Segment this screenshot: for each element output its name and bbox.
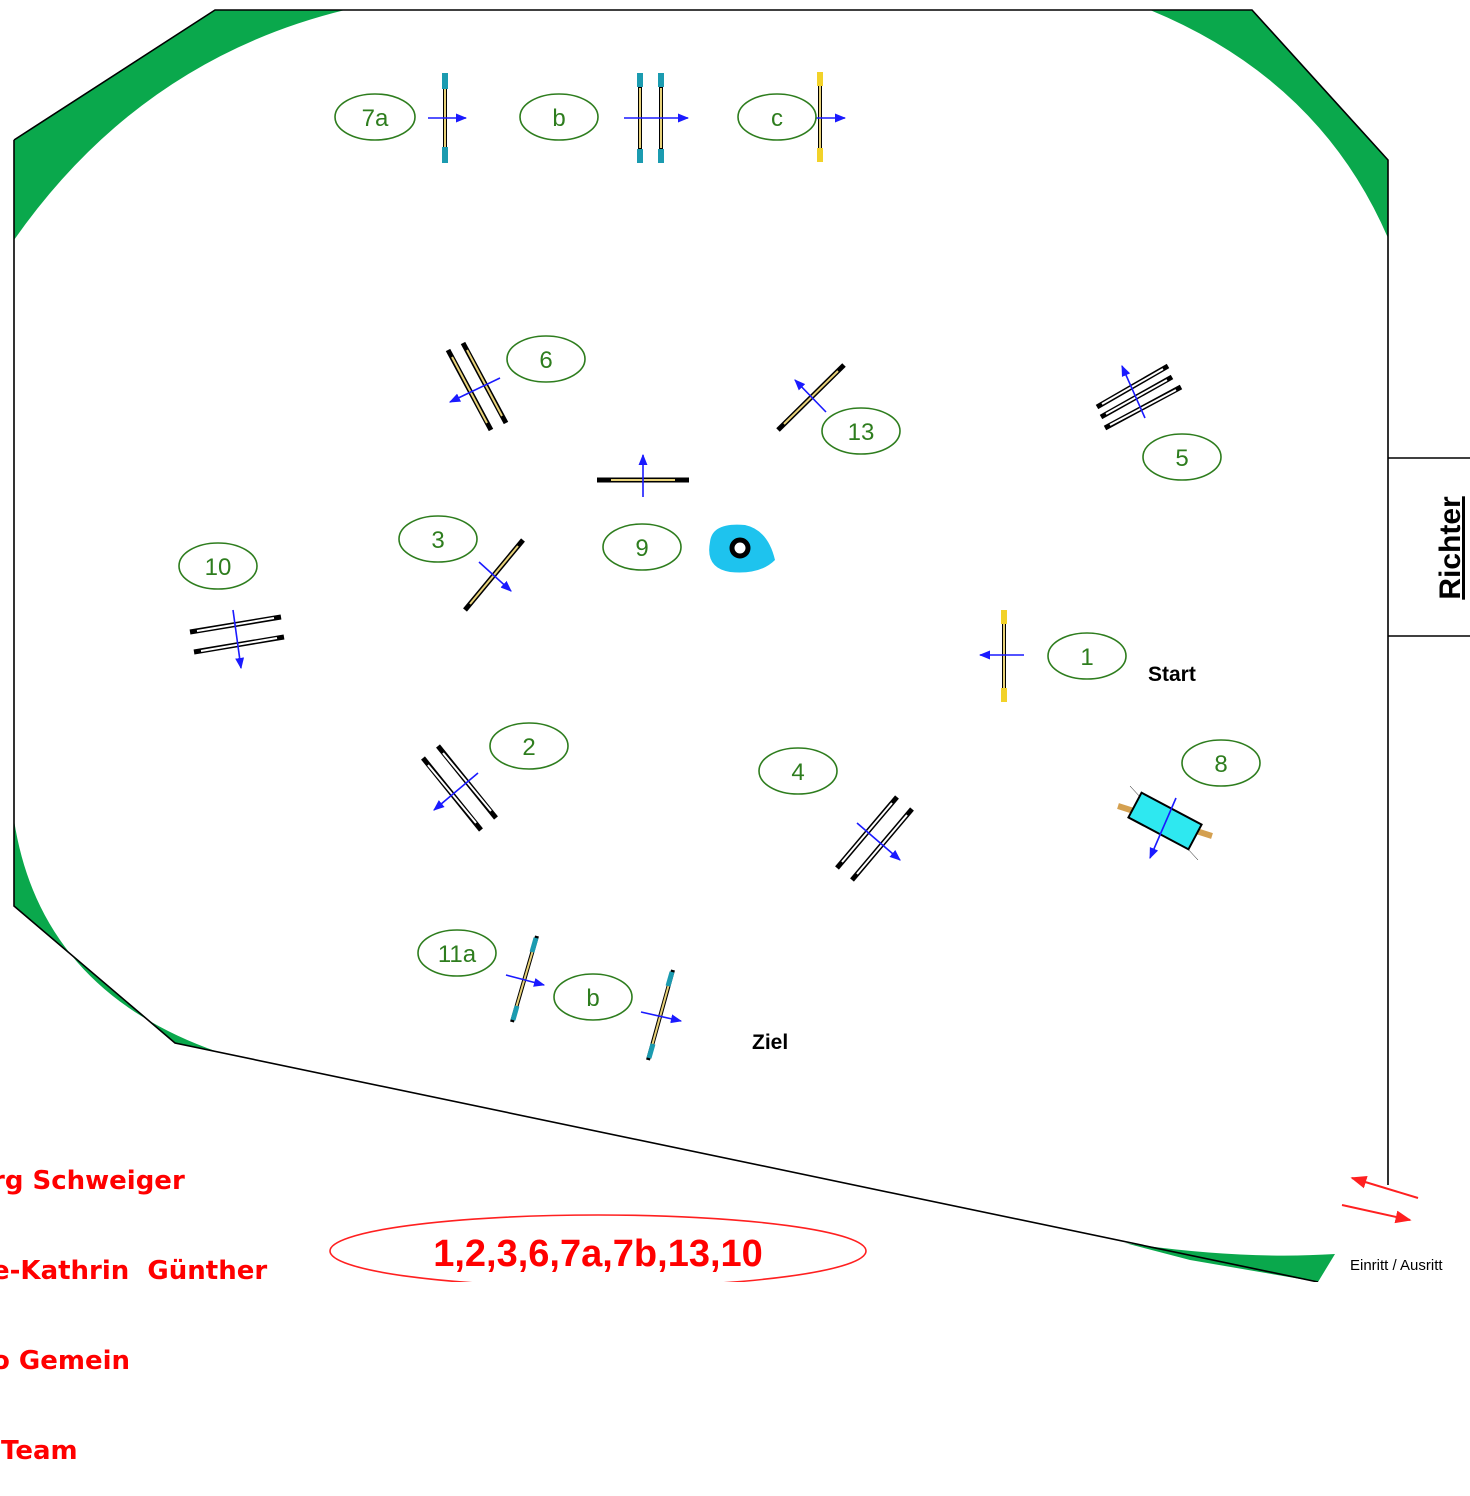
label-4: 4 [791,759,804,786]
label-11a: 11a [438,941,477,968]
judge-box: Richter [1388,457,1470,637]
label-ring-6 [506,335,586,383]
obstacle-11a [505,935,546,1023]
label-1: 1 [1080,644,1093,671]
entry-exit-arrows [1341,1176,1419,1224]
obstacle-6 [445,341,509,432]
label-ring-7c [737,93,817,141]
obstacle-13 [776,363,846,432]
obstacle-7b [624,73,690,163]
label-ring-13 [821,407,901,455]
arena-outline [13,9,1389,1283]
label-ring-2 [489,722,569,770]
sequence-label: 1,2,3,6,7a,7b,13,10 [433,1233,763,1275]
course-map: Richter Einritt / Ausritt [13,9,1470,1288]
finish-label: Ziel [752,1031,788,1054]
label-7c: c [771,105,783,132]
obstacle-3 [463,538,525,612]
label-ring-1 [1047,632,1127,680]
label-5: 5 [1175,445,1188,472]
obstacle-2 [421,744,498,832]
label-10: 10 [205,554,232,581]
judge-label: Richter [1434,496,1467,600]
label-6: 6 [539,347,552,374]
label-ring-8 [1181,739,1261,787]
credits-block: rg Schweiger e-Kathrin Günther o Gemein … [0,1106,267,1496]
label-ring-5 [1142,433,1222,481]
credit-line: e-Kathrin Günther [0,1256,268,1286]
obstacle-10 [189,609,285,670]
label-ring-7a [334,93,416,141]
label-2: 2 [522,734,535,761]
entry-exit-label: Einritt / Ausritt [1350,1257,1443,1274]
obstacle-7a [428,73,468,163]
label-ring-4 [758,747,838,795]
water-obstacle [709,524,775,573]
label-13: 13 [848,419,875,446]
obstacle-5 [1095,363,1183,431]
obstacle-8 [1117,785,1213,861]
obstacle-11b [640,969,683,1061]
label-ring-9 [602,523,682,571]
label-ring-11a [417,929,497,977]
label-ring-3 [398,515,478,563]
label-3: 3 [431,527,444,554]
label-8: 8 [1214,751,1227,778]
credit-line: o Gemein [0,1346,131,1376]
label-9: 9 [635,535,648,562]
label-ring-11b [553,973,633,1021]
obstacle-9 [597,453,689,497]
obstacle-4 [835,795,914,882]
label-7b: b [552,105,565,132]
obstacle-1 [978,610,1024,702]
credit-line: Team [0,1436,78,1466]
label-ring-10 [178,542,258,590]
start-label: Start [1148,663,1196,686]
credit-line: rg Schweiger [0,1166,185,1196]
label-11b: b [586,985,599,1012]
label-7a: 7a [362,105,389,132]
label-ring-7b [519,93,599,141]
